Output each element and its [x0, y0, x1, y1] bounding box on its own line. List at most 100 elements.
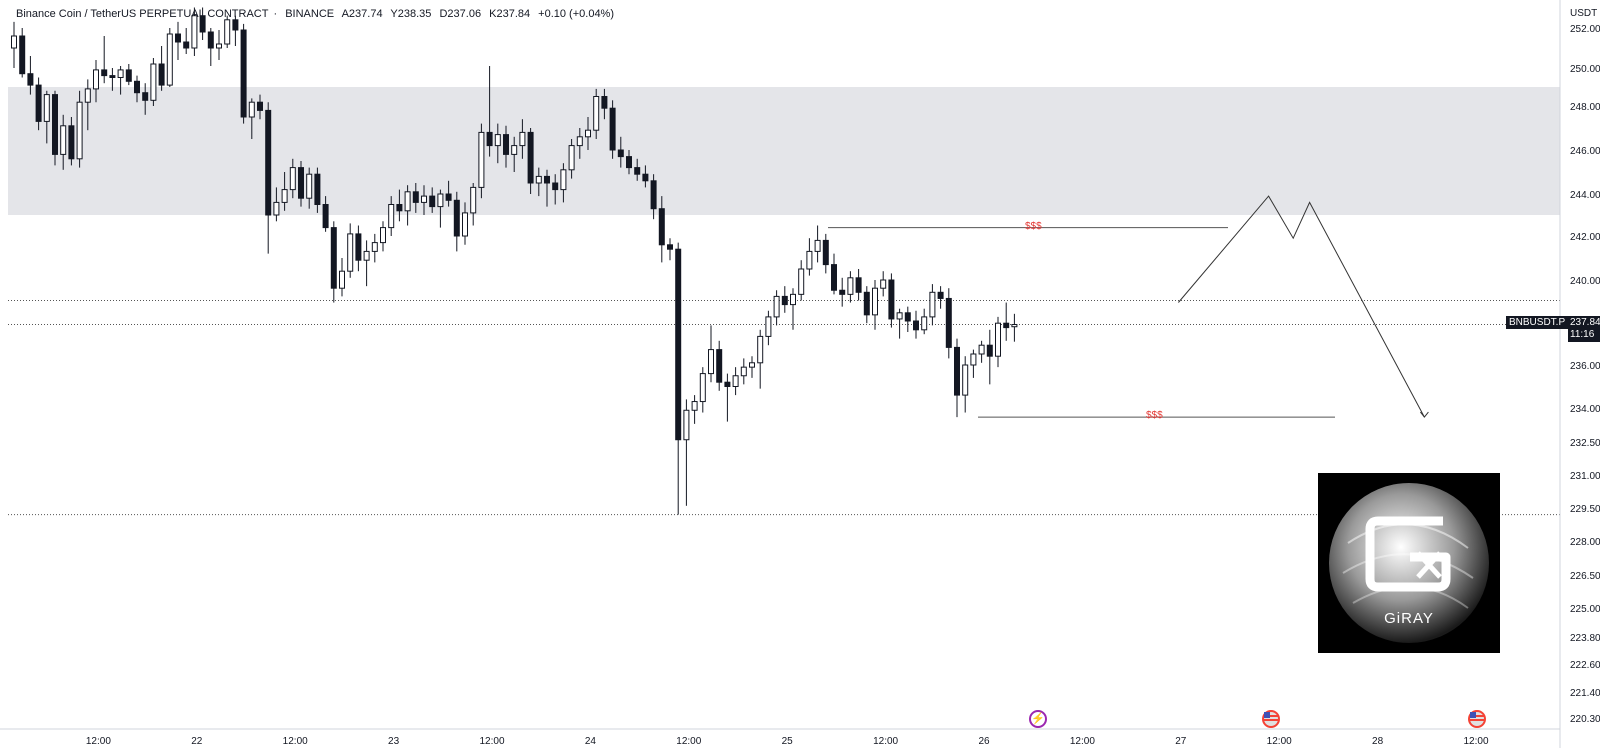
brand-name: GiRAY	[1384, 610, 1434, 627]
candle-body	[634, 167, 641, 175]
time-axis[interactable]: 12:00 22 12:00 23 12:00 24 12:00 25 12:00 26 12:00…	[86, 736, 1489, 747]
price-axis[interactable]: 252.00 250.00 248.00 246.00 244.00 242.00 240.…	[1570, 24, 1600, 725]
price-tick-label: 231.00	[1570, 471, 1600, 482]
candle	[158, 46, 165, 91]
candle-body	[847, 277, 854, 295]
price-tick-label: 229.50	[1570, 504, 1600, 515]
candle-body	[101, 69, 108, 77]
candle-body	[429, 195, 436, 208]
candle-body	[76, 101, 83, 160]
lightning-icon[interactable]: ⚡	[1029, 710, 1047, 728]
candle-body	[527, 131, 534, 184]
candle	[232, 15, 239, 46]
candle-body	[790, 293, 796, 306]
candle-body	[1011, 324, 1018, 328]
candle	[363, 240, 370, 287]
candle-body	[822, 239, 829, 266]
candle	[199, 7, 206, 40]
candle-body	[380, 227, 386, 244]
candle	[453, 191, 460, 252]
candle	[347, 223, 354, 278]
price-tick-label: 226.50	[1570, 571, 1600, 582]
candle	[609, 100, 616, 159]
logo-g-letter	[1365, 516, 1451, 592]
symbol-name[interactable]: Binance Coin / TetherUS PERPETUAL CONTRA…	[16, 8, 269, 20]
candle	[380, 221, 386, 252]
last-price-badge: 237.84 11:16	[1568, 316, 1600, 342]
candle-body	[314, 173, 321, 205]
candle	[634, 158, 641, 181]
candle	[462, 202, 468, 245]
candle-body	[896, 312, 903, 320]
candle-body	[593, 96, 600, 131]
candle	[355, 225, 362, 272]
time-tick-label: 12:00	[1463, 736, 1488, 747]
candle-body	[371, 242, 378, 252]
candle-body	[216, 43, 222, 49]
candle	[724, 373, 731, 422]
candle	[330, 221, 337, 303]
last-price-value: 237.84	[1570, 317, 1600, 328]
candle-body	[568, 145, 575, 171]
candle	[519, 119, 526, 159]
axis-currency-label[interactable]: USDT	[1570, 8, 1598, 19]
liquidity-top-label: $$$	[1025, 221, 1042, 232]
candle-body	[650, 180, 657, 210]
candle-body	[872, 287, 878, 316]
candle-body	[248, 101, 255, 118]
candle-body	[453, 199, 460, 237]
candle-body	[330, 227, 337, 289]
candle	[576, 128, 583, 159]
candle-body	[273, 201, 280, 216]
price-tick-label: 228.00	[1570, 537, 1600, 548]
candle-body	[494, 134, 501, 147]
candle-body	[708, 349, 714, 375]
liquidity-bottom-label: $$$	[1146, 410, 1163, 421]
horizontal-levels	[8, 300, 1560, 516]
candle	[240, 23, 247, 124]
candle-body	[970, 353, 977, 366]
candle-body	[839, 289, 846, 295]
price-tick-label: 252.00	[1570, 24, 1600, 35]
candle-body	[347, 233, 354, 272]
candle-body	[773, 295, 780, 318]
close-value: K237.84	[489, 8, 531, 20]
candle-body	[199, 15, 206, 33]
time-tick-label: 12:00	[1267, 736, 1292, 747]
candle-body	[831, 264, 837, 291]
candle-body	[683, 409, 690, 441]
candle	[929, 284, 936, 326]
candle	[995, 316, 1001, 368]
candle	[527, 128, 534, 194]
candle	[732, 367, 739, 396]
candle	[716, 340, 723, 391]
candle	[257, 94, 263, 120]
us-flag-icon[interactable]	[1468, 710, 1486, 728]
candle	[371, 233, 378, 263]
candle-body	[617, 149, 624, 158]
candle	[978, 340, 985, 363]
price-tick-label: 220.30	[1570, 714, 1600, 725]
candle-body	[642, 173, 649, 182]
time-tick-label: 12:00	[873, 736, 898, 747]
candle-body	[904, 312, 911, 322]
candle	[166, 28, 173, 87]
us-flag-icon[interactable]	[1262, 710, 1280, 728]
candle	[265, 102, 272, 254]
candle	[421, 185, 427, 215]
projection-path	[1178, 195, 1425, 418]
candle-body	[888, 279, 895, 320]
candle-body	[986, 344, 993, 357]
candle	[552, 174, 559, 205]
candle	[749, 356, 755, 378]
time-tick-label: 27	[1175, 736, 1187, 747]
candle-body	[732, 375, 739, 387]
candle-body	[995, 322, 1001, 357]
candle-body	[757, 335, 764, 364]
candle-body	[978, 344, 985, 355]
candle-body	[437, 193, 444, 208]
candle	[617, 136, 624, 168]
candle-body	[183, 41, 190, 49]
candle	[921, 308, 928, 335]
